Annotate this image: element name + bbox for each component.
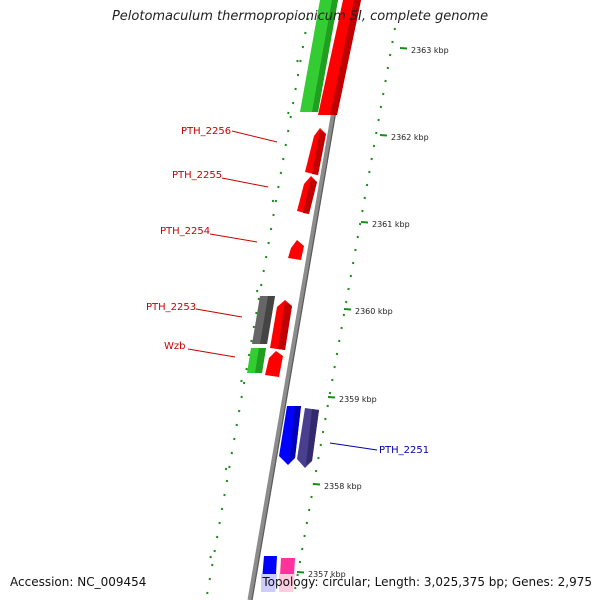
kbp-tick [343, 308, 352, 311]
kbp-label: 2360 kbp [355, 307, 393, 316]
gene-label-wzb[interactable]: Wzb [164, 341, 185, 352]
cds-red-top-shade [330, 0, 361, 115]
cds-pth-2256-shade [312, 130, 326, 175]
gene-features [247, 0, 361, 592]
cds-pth-2254[interactable] [288, 240, 304, 260]
cds-bottom-pink-fade [279, 574, 295, 592]
cds-blue-shade [289, 406, 301, 462]
gene-label-pth-2256[interactable]: PTH_2256 [181, 126, 231, 137]
genome-summary: Topology: circular; Length: 3,025,375 bp… [262, 575, 592, 589]
cds-pth-2251-shade [306, 409, 319, 465]
cds-wzb-red[interactable] [265, 351, 283, 377]
cds-green-top-shade [312, 0, 338, 112]
kbp-tick [379, 134, 388, 137]
gene-label-layer: PTH_2256 PTH_2255 PTH_2254 PTH_2253 Wzb … [146, 126, 429, 456]
callout-line [221, 177, 269, 188]
gc-content-track [206, 17, 309, 595]
map-title: Pelotomaculum thermopropionicum SI, comp… [111, 9, 489, 24]
kbp-label: 2358 kbp [324, 482, 362, 491]
gene-label-pth-2253[interactable]: PTH_2253 [146, 302, 196, 313]
cds-pth-2253-red-shade [278, 302, 292, 350]
kbp-label: 2357 kbp [308, 570, 346, 579]
gene-label-pth-2254[interactable]: PTH_2254 [160, 226, 210, 237]
cds-wzb-green-shade [255, 348, 266, 373]
kbp-tick [312, 483, 321, 486]
kbp-tick [296, 571, 305, 574]
callout-line [231, 130, 278, 143]
gene-label-pth-2255[interactable]: PTH_2255 [172, 170, 222, 181]
kbp-label: 2362 kbp [391, 133, 429, 142]
kbp-label: 2361 kbp [372, 220, 410, 229]
gene-label-pth-2251[interactable]: PTH_2251 [379, 445, 429, 456]
callout-line [209, 233, 258, 243]
callout-line [187, 348, 236, 358]
kbp-scale: 2363 kbp 2362 kbp 2361 kbp 2360 kbp 2359 kbp… [296, 46, 449, 579]
cds-pth-2253-gray-shade [260, 296, 275, 344]
kbp-label: 2359 kbp [339, 395, 377, 404]
callout-line [329, 442, 378, 451]
kbp-tick [327, 396, 336, 399]
kbp-tick [360, 221, 369, 224]
kbp-tick [399, 47, 408, 50]
kbp-label: 2363 kbp [411, 46, 449, 55]
cds-bottom-blue-fade [261, 574, 277, 592]
accession-label: Accession: NC_009454 [10, 575, 147, 589]
callout-line [195, 308, 243, 318]
cds-pth-2255-shade [303, 178, 317, 214]
